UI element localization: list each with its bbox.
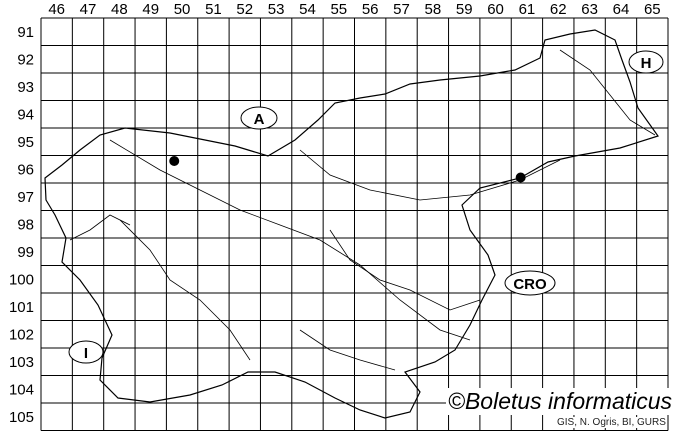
row-label: 102 — [9, 326, 34, 343]
column-label: 49 — [142, 1, 159, 18]
svg-text:A: A — [254, 111, 265, 128]
row-label: 101 — [9, 299, 34, 316]
svg-text:CRO: CRO — [513, 276, 547, 293]
country-label-croatia: CRO — [504, 270, 556, 296]
row-label: 97 — [17, 189, 34, 206]
svg-text:I: I — [84, 345, 88, 362]
country-label-italy: I — [68, 340, 104, 364]
column-label: 52 — [236, 1, 253, 18]
occurrence-point — [515, 172, 526, 183]
row-label: 95 — [17, 134, 34, 151]
copyright-credit: ©Boletus informaticus — [446, 388, 675, 415]
row-label: 100 — [9, 271, 34, 288]
row-label: 92 — [17, 51, 34, 68]
row-label: 104 — [9, 381, 34, 398]
column-label: 63 — [581, 1, 598, 18]
country-label-hungary: H — [628, 50, 664, 74]
column-label: 54 — [299, 1, 316, 18]
column-label: 58 — [425, 1, 442, 18]
column-label: 47 — [80, 1, 97, 18]
country-border — [44, 29, 659, 419]
svg-text:H: H — [641, 55, 652, 72]
column-label: 61 — [519, 1, 536, 18]
column-label: 55 — [330, 1, 347, 18]
column-label: 56 — [362, 1, 379, 18]
row-label: 96 — [17, 161, 34, 178]
column-label: 53 — [268, 1, 285, 18]
row-labels: 91 92 93 94 95 96 97 98 99 100 101 102 103 104 105 — [9, 24, 34, 426]
column-label: 51 — [205, 1, 222, 18]
column-label: 57 — [393, 1, 410, 18]
row-label: 99 — [17, 244, 34, 261]
column-label: 62 — [550, 1, 567, 18]
occurrence-points — [169, 156, 526, 183]
column-label: 50 — [174, 1, 191, 18]
column-label: 65 — [644, 1, 661, 18]
column-label: 64 — [613, 1, 630, 18]
row-label: 91 — [17, 24, 34, 41]
row-label: 94 — [17, 106, 34, 123]
column-label: 48 — [111, 1, 128, 18]
grid — [40, 17, 669, 431]
column-label: 60 — [487, 1, 504, 18]
column-label: 46 — [48, 1, 65, 18]
column-label: 59 — [456, 1, 473, 18]
row-label: 98 — [17, 216, 34, 233]
row-label: 93 — [17, 79, 34, 96]
country-label-austria: A — [240, 106, 278, 130]
occurrence-point — [169, 156, 180, 166]
data-source: GIS, N. Ogris, BI, GURS — [556, 417, 667, 428]
row-label: 103 — [9, 354, 34, 371]
column-labels: 46 47 48 49 50 51 52 53 54 55 56 57 58 59 60 61 62 63 64 65 — [48, 1, 660, 18]
row-label: 105 — [9, 409, 34, 426]
